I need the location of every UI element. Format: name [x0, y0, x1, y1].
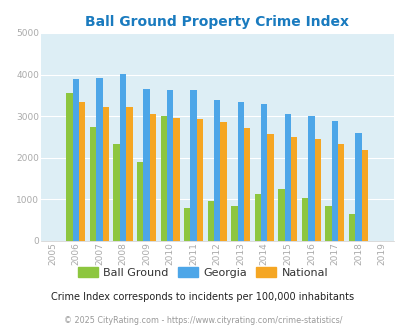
Bar: [314, 139, 320, 241]
Bar: [307, 116, 314, 241]
Bar: [72, 79, 79, 241]
Bar: [284, 114, 290, 241]
Bar: [260, 104, 267, 241]
Title: Ball Ground Property Crime Index: Ball Ground Property Crime Index: [85, 15, 348, 29]
Bar: [160, 116, 166, 241]
Bar: [184, 208, 190, 241]
Bar: [102, 107, 109, 241]
Bar: [254, 194, 260, 241]
Bar: [90, 127, 96, 241]
Bar: [79, 102, 85, 241]
Legend: Ball Ground, Georgia, National: Ball Ground, Georgia, National: [73, 263, 332, 282]
Bar: [66, 93, 72, 241]
Bar: [331, 121, 337, 241]
Bar: [337, 144, 343, 241]
Bar: [267, 134, 273, 241]
Bar: [196, 119, 202, 241]
Bar: [213, 100, 220, 241]
Bar: [113, 144, 119, 241]
Bar: [237, 102, 243, 241]
Bar: [137, 162, 143, 241]
Bar: [173, 118, 179, 241]
Bar: [301, 198, 307, 241]
Bar: [119, 74, 126, 241]
Bar: [126, 108, 132, 241]
Bar: [325, 206, 331, 241]
Bar: [96, 78, 102, 241]
Bar: [354, 133, 361, 241]
Bar: [243, 128, 249, 241]
Text: Crime Index corresponds to incidents per 100,000 inhabitants: Crime Index corresponds to incidents per…: [51, 292, 354, 302]
Text: © 2025 CityRating.com - https://www.cityrating.com/crime-statistics/: © 2025 CityRating.com - https://www.city…: [64, 316, 341, 325]
Bar: [290, 137, 296, 241]
Bar: [220, 121, 226, 241]
Bar: [143, 89, 149, 241]
Bar: [361, 150, 367, 241]
Bar: [278, 188, 284, 241]
Bar: [231, 206, 237, 241]
Bar: [149, 115, 156, 241]
Bar: [166, 90, 173, 241]
Bar: [207, 201, 213, 241]
Bar: [348, 214, 354, 241]
Bar: [190, 90, 196, 241]
